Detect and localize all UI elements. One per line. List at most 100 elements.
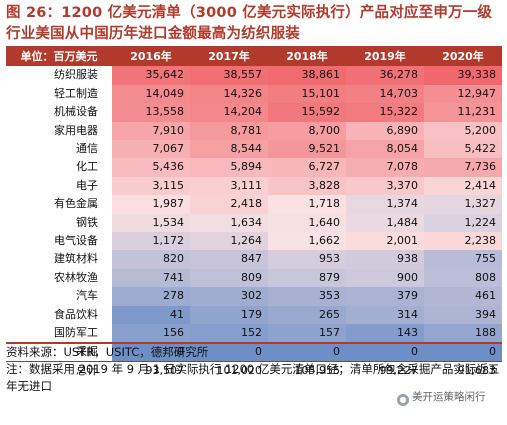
value-cell: 1,634 <box>190 213 268 233</box>
value-cell: 11,231 <box>424 103 502 122</box>
total-row: 总计 93,507 101,020 105,955 99,227 91,683 <box>6 360 502 381</box>
value-cell: 265 <box>268 305 346 325</box>
value-cell: 15,101 <box>268 84 346 104</box>
value-cell: 6,890 <box>346 121 424 141</box>
value-cell: 8,054 <box>346 140 424 159</box>
table-row: 建筑材料 820 847 953 938 755 <box>6 250 502 269</box>
value-cell: 1,640 <box>268 213 346 233</box>
value-cell: 1,484 <box>346 213 424 233</box>
value-cell: 809 <box>190 268 268 288</box>
value-cell: 0 <box>424 342 502 362</box>
value-cell: 1,374 <box>346 195 424 214</box>
title-rule <box>6 46 502 48</box>
value-cell: 5,436 <box>112 158 190 177</box>
industry-label: 建筑材料 <box>6 250 112 269</box>
value-cell: 38,861 <box>268 66 346 85</box>
value-cell: 808 <box>424 268 502 288</box>
value-cell: 179 <box>190 305 268 325</box>
table-row: 家用电器 7,910 8,781 8,700 6,890 5,200 <box>6 121 502 141</box>
value-cell: 2,414 <box>424 176 502 196</box>
year-header: 2020年 <box>424 48 502 67</box>
table-row: 采掘 0 0 0 0 0 <box>6 342 502 362</box>
value-cell: 0 <box>268 342 346 362</box>
value-cell: 847 <box>190 250 268 269</box>
value-cell: 302 <box>190 287 268 306</box>
value-cell: 143 <box>346 324 424 343</box>
value-cell: 1,327 <box>424 195 502 214</box>
table-row: 有色金属 1,987 2,418 1,718 1,374 1,327 <box>6 195 502 214</box>
value-cell: 3,111 <box>190 176 268 196</box>
value-cell: 394 <box>424 305 502 325</box>
watermark-text: 美开运策略闲行 <box>412 391 486 403</box>
value-cell: 1,224 <box>424 213 502 233</box>
value-cell: 461 <box>424 287 502 306</box>
value-cell: 157 <box>268 324 346 343</box>
value-cell: 879 <box>268 268 346 288</box>
value-cell: 0 <box>112 342 190 362</box>
value-cell: 3,115 <box>112 176 190 196</box>
value-cell: 1,534 <box>112 213 190 233</box>
value-cell: 7,078 <box>346 158 424 177</box>
value-cell: 7,910 <box>112 121 190 141</box>
value-cell: 14,326 <box>190 84 268 104</box>
value-cell: 755 <box>424 250 502 269</box>
table-row: 通信 7,067 8,544 9,521 8,054 5,422 <box>6 140 502 159</box>
value-cell: 14,049 <box>112 84 190 104</box>
value-cell: 2,238 <box>424 232 502 251</box>
industry-label: 纺织服装 <box>6 66 112 85</box>
table-row: 国防军工 156 152 157 143 188 <box>6 324 502 343</box>
value-cell: 1,662 <box>268 232 346 251</box>
value-cell: 314 <box>346 305 424 325</box>
industry-label: 农林牧渔 <box>6 268 112 288</box>
table-row: 电子 3,115 3,111 3,828 3,370 2,414 <box>6 176 502 196</box>
value-cell: 7,067 <box>112 140 190 159</box>
value-cell: 9,521 <box>268 140 346 159</box>
value-cell: 15,592 <box>268 103 346 122</box>
industry-label: 电子 <box>6 176 112 196</box>
value-cell: 2,001 <box>346 232 424 251</box>
wechat-icon: ● <box>397 394 409 406</box>
value-cell: 156 <box>112 324 190 343</box>
value-cell: 379 <box>346 287 424 306</box>
total-value: 99,227 <box>346 360 424 381</box>
industry-label: 钢铁 <box>6 213 112 233</box>
value-cell: 14,204 <box>190 103 268 122</box>
value-cell: 41 <box>112 305 190 325</box>
value-cell: 8,544 <box>190 140 268 159</box>
total-label: 总计 <box>6 360 112 381</box>
year-header: 2017年 <box>190 48 268 67</box>
table-row: 钢铁 1,534 1,634 1,640 1,484 1,224 <box>6 213 502 233</box>
value-cell: 13,558 <box>112 103 190 122</box>
value-cell: 8,700 <box>268 121 346 141</box>
total-value: 91,683 <box>424 360 502 381</box>
header-row: 单位：百万美元 2016年 2017年 2018年 2019年 2020年 <box>6 48 502 67</box>
value-cell: 7,736 <box>424 158 502 177</box>
figure-title: 图 26：1200 亿美元清单（3000 亿美元实际执行）产品对应至申万一级行业… <box>6 5 493 42</box>
value-cell: 2,418 <box>190 195 268 214</box>
table-row: 食品饮料 41 179 265 314 394 <box>6 305 502 325</box>
table-row: 汽车 278 302 353 379 461 <box>6 287 502 306</box>
industry-label: 食品饮料 <box>6 305 112 325</box>
value-cell: 14,703 <box>346 84 424 104</box>
value-cell: 3,370 <box>346 176 424 196</box>
unit-header: 单位：百万美元 <box>6 48 112 67</box>
value-cell: 1,264 <box>190 232 268 251</box>
industry-label: 汽车 <box>6 287 112 306</box>
value-cell: 188 <box>424 324 502 343</box>
industry-label: 电气设备 <box>6 232 112 251</box>
total-value: 101,020 <box>190 360 268 381</box>
industry-label: 家用电器 <box>6 121 112 141</box>
industry-label: 采掘 <box>6 342 112 362</box>
value-cell: 1,172 <box>112 232 190 251</box>
industry-label: 轻工制造 <box>6 84 112 104</box>
industry-label: 有色金属 <box>6 195 112 214</box>
value-cell: 953 <box>268 250 346 269</box>
source-text: 资料来源：USTR，USITC，德邦研究所 <box>6 345 209 359</box>
value-cell: 3,828 <box>268 176 346 196</box>
year-header: 2018年 <box>268 48 346 67</box>
footer-rule <box>6 342 502 344</box>
value-cell: 938 <box>346 250 424 269</box>
industry-label: 化工 <box>6 158 112 177</box>
value-cell: 741 <box>112 268 190 288</box>
table-row: 农林牧渔 741 809 879 900 808 <box>6 268 502 288</box>
